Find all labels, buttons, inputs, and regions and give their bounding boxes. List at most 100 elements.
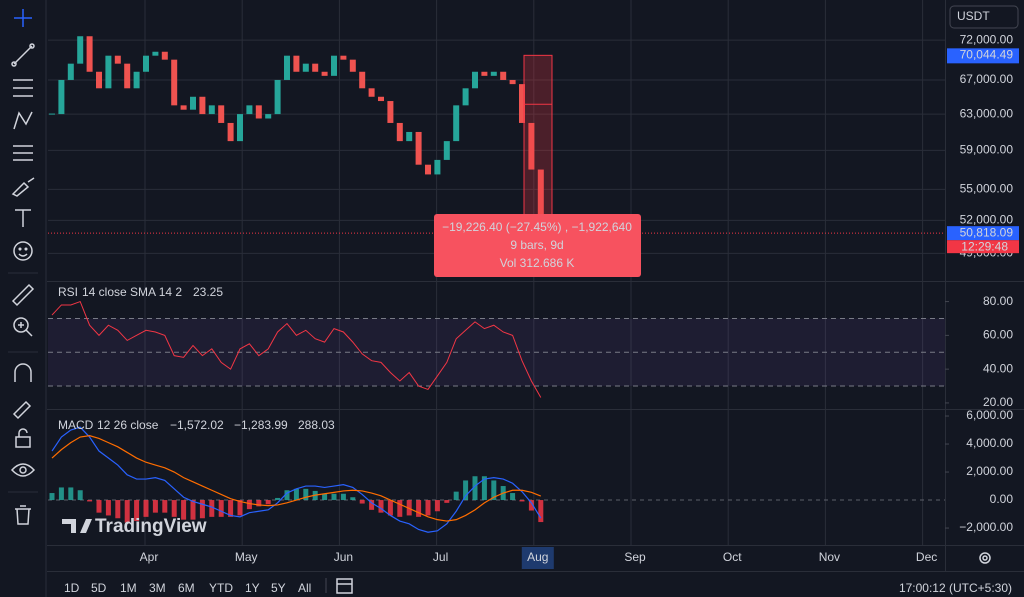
x-tick-label: Apr <box>140 550 159 564</box>
emoji-tool[interactable] <box>13 241 33 261</box>
candle <box>293 55 300 72</box>
histogram-bar <box>237 500 243 516</box>
candle <box>190 96 196 110</box>
histogram-bar <box>369 500 375 510</box>
histogram-bar <box>246 500 252 510</box>
y-tick-label: 40.00 <box>983 361 1013 375</box>
histogram-bar <box>87 500 93 502</box>
candle <box>284 55 290 80</box>
histogram-bar <box>49 493 55 501</box>
lock-tool[interactable] <box>15 428 31 448</box>
candle <box>434 159 441 175</box>
y-tick-label: 72,000.00 <box>960 32 1014 46</box>
histogram-bar <box>481 476 487 501</box>
rsi-line <box>51 300 542 398</box>
axis-settings[interactable] <box>979 552 991 564</box>
histogram-bar <box>378 500 384 513</box>
candle <box>340 55 347 60</box>
candle <box>509 79 516 85</box>
magnet-tool[interactable] <box>14 363 32 382</box>
rsi-value: 23.25 <box>193 285 223 299</box>
candle <box>227 122 234 142</box>
macd-line <box>51 426 542 533</box>
histogram-bar <box>199 500 205 519</box>
stay-drawing-tool[interactable] <box>12 400 32 420</box>
candle <box>218 105 225 123</box>
candle <box>77 36 84 64</box>
candle <box>406 131 413 142</box>
y-tick-label: 2,000.00 <box>966 464 1013 478</box>
watermark: TradingView <box>62 516 207 537</box>
macd-line <box>51 435 542 522</box>
candle <box>528 122 535 170</box>
last-price-label: 50,818.09 <box>960 225 1014 239</box>
period-button[interactable]: 6M <box>178 581 195 595</box>
candle <box>124 63 131 89</box>
projection-tool[interactable] <box>13 145 33 161</box>
y-tick-label: 63,000.00 <box>960 106 1014 120</box>
text-tool[interactable] <box>15 209 31 227</box>
period-button[interactable]: 5Y <box>271 581 286 595</box>
remove-tool[interactable] <box>15 505 31 525</box>
watermark-logo <box>62 519 92 533</box>
candle <box>368 88 375 97</box>
trend-line-tool[interactable] <box>11 43 35 67</box>
period-button[interactable]: 1D <box>64 581 80 595</box>
candle <box>537 169 544 234</box>
period-button[interactable]: 1M <box>120 581 137 595</box>
candle <box>171 59 178 106</box>
candle <box>425 164 431 175</box>
zoom-tool[interactable] <box>13 317 33 337</box>
histogram-bar <box>397 500 403 517</box>
y-tick-label: 0.00 <box>990 492 1014 506</box>
candle <box>331 55 337 76</box>
crosshair-tool[interactable] <box>14 9 32 27</box>
histogram-bar <box>528 500 534 511</box>
candle <box>96 71 102 89</box>
candle <box>321 71 328 76</box>
currency-label: USDT <box>957 9 990 23</box>
histogram-bar <box>406 500 412 516</box>
macd-legend-value: 288.03 <box>298 418 335 432</box>
countdown-box <box>947 240 1019 254</box>
y-tick-label: 20.00 <box>983 395 1013 409</box>
y-tick-label: 4,000.00 <box>966 436 1013 450</box>
date-range-button[interactable] <box>336 578 353 594</box>
histogram-bar <box>256 500 262 507</box>
histogram-bar <box>350 497 356 501</box>
candle <box>349 59 356 72</box>
period-button[interactable]: YTD <box>209 581 233 595</box>
grid <box>48 0 949 545</box>
candle <box>114 55 121 64</box>
x-tick-label: Jun <box>334 550 353 564</box>
histogram-bar <box>284 490 290 501</box>
period-button[interactable]: 1Y <box>245 581 260 595</box>
period-button[interactable]: 5D <box>91 581 107 595</box>
ruler-tool[interactable] <box>11 283 35 307</box>
macd-name: MACD <box>58 418 94 432</box>
x-tick-label: Aug <box>527 550 548 564</box>
measure-change: −19,226.40 (−27.45%) , −1,922,640 <box>442 220 632 234</box>
histogram-bar <box>510 493 516 501</box>
histogram-bar <box>124 500 130 523</box>
candle <box>208 105 215 115</box>
currency-button[interactable] <box>949 5 1019 29</box>
fib-tool[interactable] <box>13 79 33 97</box>
hide-tool[interactable] <box>10 463 36 477</box>
candle <box>302 63 309 72</box>
brush-tool[interactable] <box>11 177 35 197</box>
candle <box>255 105 262 119</box>
y-tick-label: 80.00 <box>983 294 1013 308</box>
histogram-bar <box>359 500 365 504</box>
candle <box>67 63 74 80</box>
period-button[interactable]: 3M <box>149 581 166 595</box>
period-button[interactable]: All <box>298 581 311 595</box>
candle <box>274 79 281 115</box>
histogram-bar <box>105 500 111 516</box>
y-tick-label: −2,000.00 <box>959 520 1013 534</box>
y-tick-label: 60.00 <box>983 328 1013 342</box>
pattern-tool[interactable] <box>13 111 33 130</box>
histogram-bar <box>265 500 271 505</box>
candle <box>246 105 253 115</box>
rsi-params: 14 close SMA 14 2 <box>82 285 182 299</box>
